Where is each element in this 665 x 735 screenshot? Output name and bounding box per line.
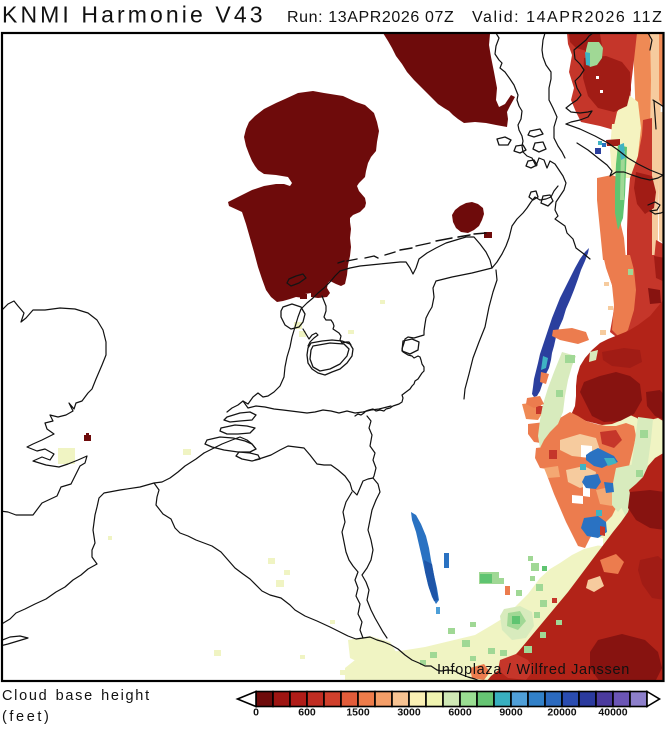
svg-text:600: 600	[298, 707, 316, 719]
svg-text:Infoplaza / Wilfred Janssen: Infoplaza / Wilfred Janssen	[437, 662, 630, 678]
svg-text:1500: 1500	[346, 707, 370, 719]
svg-text:3000: 3000	[397, 707, 421, 719]
svg-text:40000: 40000	[598, 707, 627, 719]
svg-text:6000: 6000	[448, 707, 472, 719]
svg-text:Cloud base height: Cloud base height	[2, 688, 151, 704]
svg-text:Run: 13APR2026 07Z: Run: 13APR2026 07Z	[287, 9, 454, 26]
svg-text:0: 0	[253, 707, 259, 719]
svg-text:KNMI Harmonie V43: KNMI Harmonie V43	[2, 2, 266, 28]
svg-text:9000: 9000	[499, 707, 523, 719]
svg-text:20000: 20000	[547, 707, 576, 719]
svg-text:Valid: 14APR2026 11Z: Valid: 14APR2026 11Z	[472, 9, 663, 26]
svg-text:(feet): (feet)	[2, 709, 51, 725]
